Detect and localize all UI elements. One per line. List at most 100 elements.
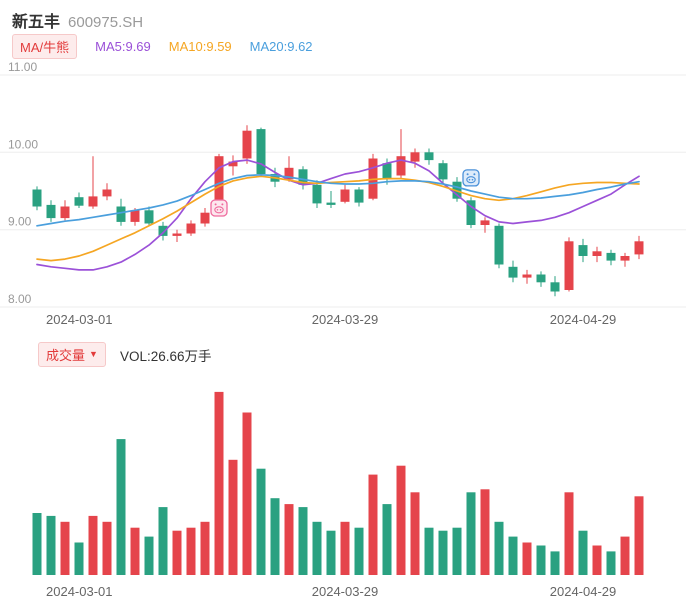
candle-body <box>242 130 252 159</box>
ma10-label: MA10:9.59 <box>168 39 232 54</box>
candle-body <box>424 152 434 161</box>
volume-bar <box>368 474 378 575</box>
volume-bar <box>634 496 644 575</box>
candle-body <box>298 169 308 185</box>
candle-body <box>186 223 196 234</box>
volume-bar <box>340 521 350 575</box>
volume-bar <box>606 551 616 575</box>
candle-body <box>144 210 154 224</box>
ma5-line <box>36 159 640 271</box>
candle-body <box>130 210 140 222</box>
volume-bar <box>438 530 448 575</box>
volume-bar-chart[interactable] <box>0 372 686 578</box>
candle-body <box>228 161 238 167</box>
price-gridlines: 11.00 10.00 9.00 8.00 <box>0 60 686 308</box>
x-axis-label: 2024-03-01 <box>46 312 113 327</box>
price-candlestick-chart[interactable]: 11.00 10.00 9.00 8.00 <box>0 60 686 312</box>
ma20-label: MA20:9.62 <box>249 39 313 54</box>
candle-body <box>620 256 630 261</box>
candle-body <box>256 129 266 174</box>
volume-bar <box>382 504 392 575</box>
volume-header: 成交量 ▼ VOL:26.66万手 <box>38 342 211 367</box>
candle-body <box>578 245 588 256</box>
volume-indicator-dropdown[interactable]: 成交量 ▼ <box>38 342 106 367</box>
volume-bar <box>130 527 140 575</box>
candle-body <box>396 156 406 176</box>
volume-bar <box>256 468 266 575</box>
volume-bar <box>298 507 308 575</box>
candle-body <box>172 233 182 236</box>
candle-body <box>564 241 574 290</box>
y-axis-label: 9.00 <box>8 215 32 229</box>
volume-bar <box>494 521 504 575</box>
candle-body <box>508 266 518 278</box>
volume-bar <box>424 527 434 575</box>
volume-bar <box>200 521 210 575</box>
x-axis-label: 2024-03-29 <box>311 312 379 327</box>
candle-body <box>326 202 336 205</box>
volume-bar <box>536 545 546 575</box>
y-axis-label: 10.00 <box>8 137 38 151</box>
volume-bar <box>522 542 532 575</box>
volume-bar <box>228 459 238 575</box>
candle-body <box>46 204 56 219</box>
chart-header: 新五丰 600975.SH <box>12 8 143 32</box>
candle-body <box>592 251 602 256</box>
candle-body <box>32 189 42 207</box>
volume-bar <box>620 536 630 575</box>
volume-bar <box>396 465 406 575</box>
candle-body <box>74 197 84 206</box>
volume-bar <box>480 489 490 575</box>
candles <box>32 125 644 297</box>
volume-bar <box>270 498 280 575</box>
volume-bar <box>60 521 70 575</box>
candle-body <box>410 152 420 162</box>
volume-bar <box>284 504 294 575</box>
candle-body <box>466 200 476 225</box>
candle-body <box>550 282 560 292</box>
volume-bar <box>452 527 462 575</box>
y-axis-label: 11.00 <box>8 60 37 74</box>
volume-bar <box>354 527 364 575</box>
candle-body <box>522 274 532 278</box>
volume-bar <box>116 439 126 575</box>
candle-body <box>102 189 112 197</box>
volume-bar <box>102 521 112 575</box>
candle-body <box>382 163 392 180</box>
candle-body <box>438 163 448 180</box>
volume-bar <box>214 391 224 575</box>
volume-bar <box>410 492 420 575</box>
volume-bar <box>508 536 518 575</box>
volume-bar <box>74 542 84 575</box>
volume-bar <box>578 530 588 575</box>
candle-body <box>480 220 490 225</box>
candle-body <box>340 189 350 202</box>
volume-bar <box>46 515 56 575</box>
volume-bar <box>186 527 196 575</box>
volume-bars <box>32 391 644 575</box>
stock-code: 600975.SH <box>68 14 144 31</box>
stock-name: 新五丰 <box>12 14 61 31</box>
volume-bar <box>88 515 98 575</box>
volume-bar <box>158 507 168 575</box>
ma-bull-bear-toggle[interactable]: MA/牛熊 <box>12 34 78 59</box>
candle-body <box>158 225 168 236</box>
x-axis-label: 2024-03-29 <box>311 584 379 599</box>
chevron-down-icon: ▼ <box>89 349 98 359</box>
volume-bar <box>466 492 476 575</box>
candle-body <box>60 206 70 219</box>
volume-bar <box>550 551 560 575</box>
candle-body <box>88 196 98 207</box>
ma-legend: MA/牛熊 MA5:9.69 MA10:9.59 MA20:9.62 <box>12 34 313 59</box>
sell-signal-icon[interactable] <box>462 169 480 187</box>
ma10-line <box>36 175 640 262</box>
volume-bar <box>144 536 154 575</box>
buy-signal-icon[interactable] <box>210 199 228 217</box>
candle-body <box>312 184 322 204</box>
volume-bar <box>564 492 574 575</box>
x-axis-label: 2024-03-01 <box>46 584 113 599</box>
ma5-label: MA5:9.69 <box>95 39 151 54</box>
volume-bar <box>326 530 336 575</box>
volume-value: VOL:26.66万手 <box>119 348 212 364</box>
